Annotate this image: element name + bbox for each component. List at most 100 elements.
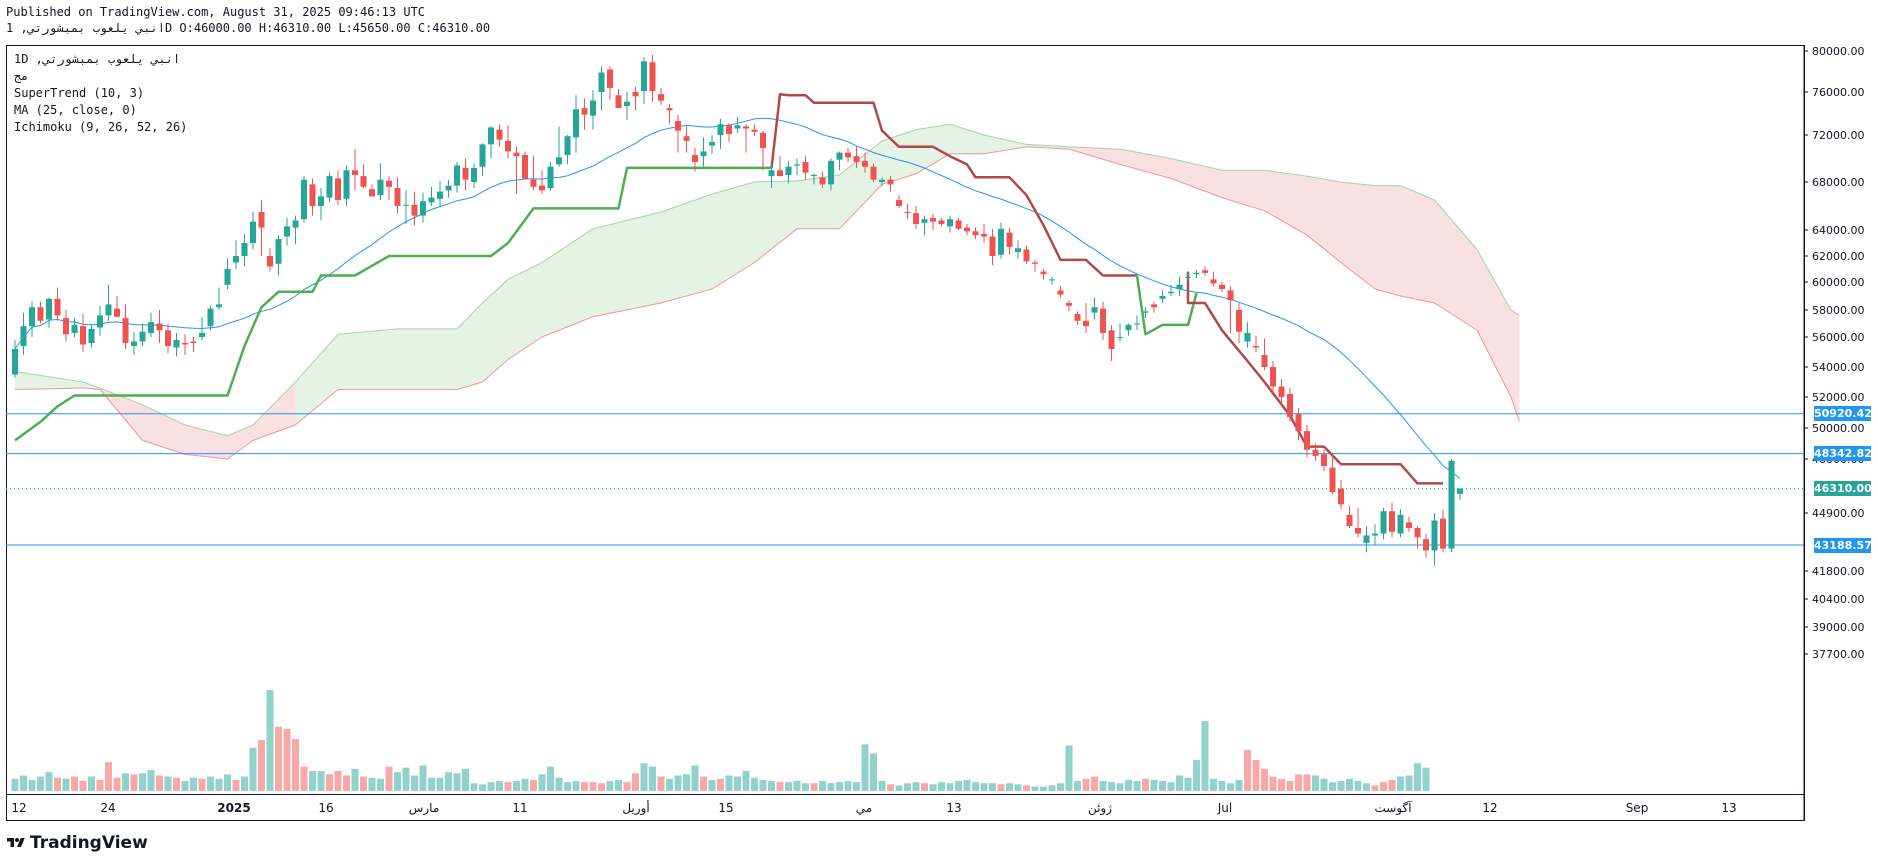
cloud-leading-span-a [949, 123, 985, 136]
horizontal-lines[interactable] [6, 413, 1804, 546]
candle-body [301, 179, 307, 220]
volume-bar [1031, 786, 1039, 791]
cloud-leading-span-b [1170, 178, 1223, 199]
candle-body [1176, 284, 1183, 289]
volume-bar [640, 763, 648, 791]
cloud-leading-span-a [252, 381, 296, 426]
cloud-segment [984, 135, 1027, 154]
cloud-leading-span-a [295, 333, 339, 383]
candle-body [1423, 539, 1429, 551]
candle-body [369, 189, 375, 197]
cloud-leading-span-b [915, 153, 951, 175]
candle-body [1193, 272, 1200, 275]
time-tick-label: 15 [718, 801, 733, 815]
volume-bar [1422, 767, 1430, 791]
volume-bar [1312, 775, 1319, 791]
cloud-leading-span-a [1476, 249, 1512, 311]
time-tick-label: آگوست [1374, 800, 1412, 816]
cloud-leading-span-b [711, 262, 755, 290]
volume-bar [776, 782, 784, 791]
volume-bar [300, 766, 308, 791]
volume-bar [623, 782, 631, 791]
cloud-segment [1511, 310, 1520, 422]
price-axis[interactable]: 80000.00 76000.00 72000.00 68000.00 64000.00… [1804, 45, 1865, 661]
brand-name: TradingView [30, 833, 148, 853]
cloud-segment [882, 129, 916, 185]
volume-bar [700, 776, 707, 791]
candle-body [828, 160, 834, 185]
candle-body [267, 256, 273, 267]
volume-bar [1048, 785, 1056, 791]
candle-body [1380, 511, 1387, 534]
volume-bar [198, 778, 206, 791]
volume-bar [555, 777, 563, 791]
volume-bar [1125, 779, 1132, 791]
cloud-leading-span-a [711, 181, 755, 195]
volume-bar [71, 776, 78, 791]
volume-bar [666, 778, 673, 791]
indicator-supertrend[interactable]: SuperTrend (10, 3) [14, 86, 145, 100]
cloud-leading-span-b [1264, 210, 1308, 236]
candle-body [386, 180, 392, 187]
candle-body [1134, 323, 1140, 325]
volume-bar [1235, 779, 1243, 791]
candle-body [641, 61, 647, 91]
chart-header: Published on TradingView.com, August 31,… [6, 4, 490, 36]
time-axis[interactable]: 12 24 2025 16 مارس 11 أوريل 15 مي 13 ژوئن Jul آگوست 1… [11, 800, 1736, 816]
candle-body [80, 326, 86, 345]
time-tick-label: 13 [1721, 801, 1736, 815]
candle-body [1219, 284, 1225, 289]
candle-body [377, 179, 384, 196]
volume-bar [912, 782, 920, 791]
candle-body [768, 170, 775, 177]
volume-bar [215, 778, 223, 791]
cloud-leading-span-b [295, 389, 339, 426]
cloud-segment [542, 228, 593, 337]
candle-body [445, 185, 452, 191]
candle-body [1244, 332, 1251, 342]
volume-bar [708, 779, 716, 791]
cloud-leading-span-a [227, 424, 254, 437]
candles[interactable] [12, 55, 1463, 566]
volume-bar [1329, 782, 1336, 791]
candle-body [785, 166, 792, 175]
cloud-leading-span-b [456, 381, 483, 390]
published-line: Published on TradingView.com, August 31,… [6, 5, 426, 19]
candle-body [581, 108, 588, 115]
cloud-leading-span-b [1400, 295, 1435, 304]
volume-bar [938, 782, 945, 791]
indicator-ma[interactable]: MA (25, close, 0) [14, 103, 137, 117]
cloud-segment [397, 328, 457, 390]
candle-body [972, 231, 979, 236]
volume-bar [351, 768, 359, 791]
cloud-segment [797, 174, 840, 229]
volume-bar [419, 765, 427, 791]
volume-bar [615, 779, 622, 791]
volume-bar [436, 777, 444, 791]
volume-bar [411, 775, 418, 791]
cloud-segment [1026, 144, 1069, 150]
time-tick-label: 11 [512, 801, 527, 815]
volume-bar [88, 776, 95, 791]
cloud-leading-span-a [1068, 146, 1121, 150]
indicator-ichimoku[interactable]: Ichimoku (9, 26, 52, 26) [14, 120, 188, 134]
cloud-segment [508, 262, 542, 360]
tradingview-logo[interactable]: TradingView [6, 833, 148, 853]
volume-bar [1142, 778, 1149, 791]
volume-bar [1159, 781, 1166, 791]
candle-body [1006, 232, 1013, 247]
price-tick-label: 68000.00 [1812, 176, 1865, 189]
cloud-leading-span-a [915, 123, 951, 131]
volume-bar [113, 777, 121, 791]
cloud-leading-span-b [252, 424, 296, 441]
candle-body [1346, 514, 1353, 527]
cloud-leading-span-b [1510, 396, 1520, 422]
volume-bar [343, 775, 350, 791]
cloud-leading-span-b [1068, 148, 1121, 165]
candle-body [411, 204, 418, 216]
candle-body [1355, 527, 1361, 534]
candle-body [1236, 310, 1242, 332]
time-tick-label: أوريل [622, 800, 649, 816]
volume-bar [1023, 785, 1030, 791]
